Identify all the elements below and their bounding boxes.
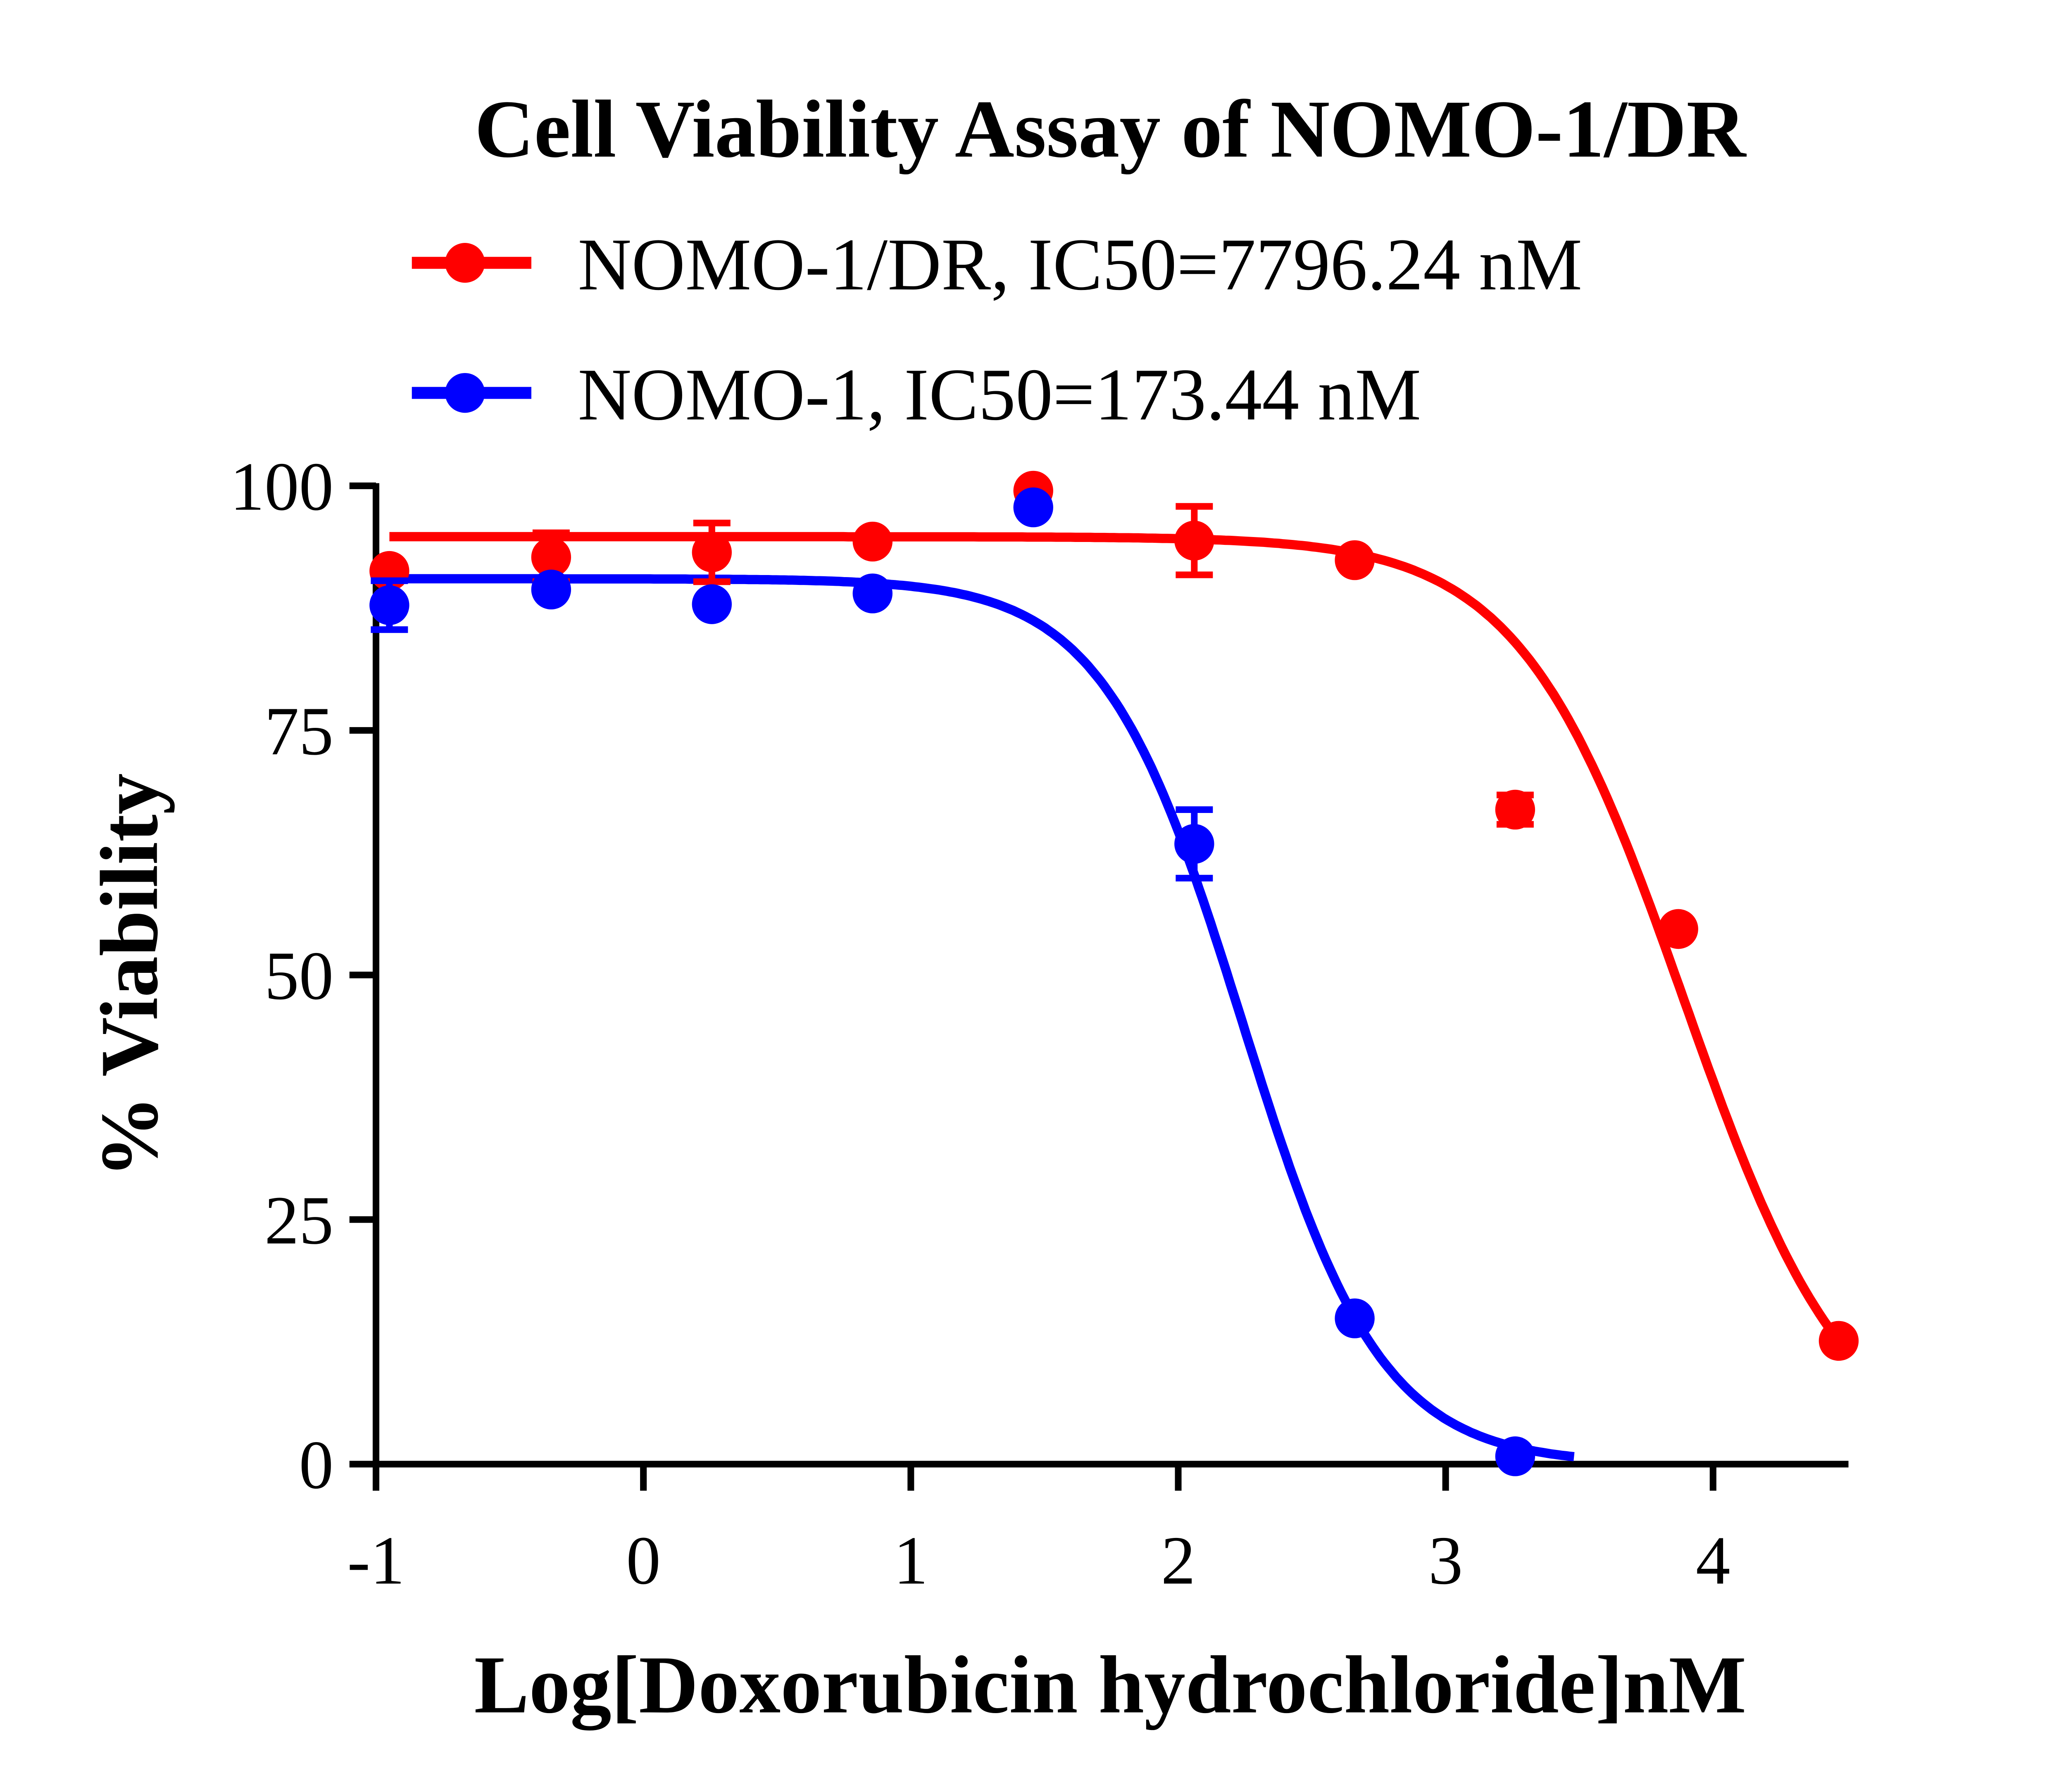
points: [369, 471, 1859, 1476]
legend-label: NOMO-1/DR, IC50=7796.24 nM: [578, 223, 1582, 306]
x-tick-label: 4: [1696, 1523, 1730, 1599]
data-point: [369, 585, 409, 625]
data-point: [1495, 789, 1535, 830]
data-point: [1013, 487, 1053, 528]
data-point: [1335, 540, 1375, 580]
data-point: [531, 537, 571, 578]
x-tick-label: 3: [1428, 1523, 1463, 1599]
chart-title: Cell Viability Assay of NOMO-1/DR: [475, 83, 1747, 175]
fit-curve-1: [389, 574, 1575, 1462]
x-tick-label: 2: [1161, 1523, 1196, 1599]
legend-marker: [445, 243, 485, 283]
x-tick-label: -1: [347, 1523, 405, 1599]
data-point: [1174, 520, 1214, 561]
x-tick-label: 0: [626, 1523, 661, 1599]
y-tick-label: 75: [264, 693, 333, 770]
data-point: [1818, 1321, 1859, 1361]
data-point: [1174, 824, 1214, 864]
legend-marker: [445, 373, 485, 413]
data-point: [1335, 1298, 1375, 1338]
data-point: [852, 573, 893, 613]
data-point: [852, 521, 893, 562]
data-point: [692, 532, 732, 573]
data-point: [692, 584, 732, 624]
data-point: [1658, 909, 1698, 949]
y-axis-label: % Viability: [84, 773, 175, 1178]
y-tick-label: 50: [264, 938, 333, 1014]
y-tick-label: 100: [230, 449, 334, 525]
fit-curve-0: [389, 532, 1843, 1344]
y-tick-label: 25: [264, 1182, 333, 1259]
y-tick-label: 0: [299, 1427, 334, 1503]
legend-label: NOMO-1, IC50=173.44 nM: [578, 353, 1421, 435]
x-tick-label: 1: [894, 1523, 928, 1599]
data-point: [1495, 1436, 1535, 1476]
data-point: [531, 569, 571, 610]
curves: [389, 532, 1843, 1462]
x-axis-label: Log[Doxorubicin hydrochloride]nM: [474, 1639, 1747, 1730]
legend: NOMO-1/DR, IC50=7796.24 nM NOMO-1, IC50=1…: [412, 223, 1582, 435]
